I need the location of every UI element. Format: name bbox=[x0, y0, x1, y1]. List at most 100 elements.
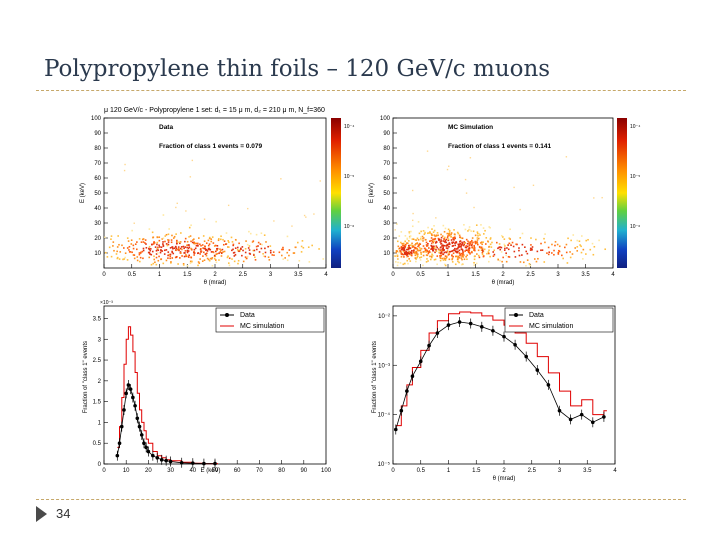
heatmap-cell bbox=[470, 241, 472, 243]
heatmap-cell bbox=[447, 228, 450, 231]
heatmap-cell bbox=[405, 242, 408, 244]
heatmap-cell bbox=[509, 228, 511, 231]
heatmap-cell bbox=[460, 237, 463, 239]
legend-data-label: Data bbox=[240, 312, 255, 319]
heatmap-cell bbox=[231, 241, 234, 243]
heatmap-cell bbox=[219, 251, 222, 253]
heatmap-cell bbox=[446, 250, 449, 252]
heatmap-cell bbox=[244, 247, 247, 250]
heatmap-cell bbox=[193, 241, 195, 244]
heatmap-cell bbox=[158, 239, 161, 242]
heatmap-cell bbox=[162, 262, 165, 265]
heatmap-cell bbox=[112, 245, 114, 247]
x-tick-label: 2.5 bbox=[528, 468, 537, 474]
heatmap-cell bbox=[519, 237, 522, 239]
heatmap-cell bbox=[441, 235, 444, 237]
heatmap-cell bbox=[192, 239, 194, 241]
heatmap-cell bbox=[145, 243, 147, 245]
heatmap-cell bbox=[465, 246, 468, 249]
heatmap-cell bbox=[167, 239, 169, 241]
heatmap-cell bbox=[252, 240, 255, 242]
heatmap-cell bbox=[190, 247, 192, 250]
heatmap-cell bbox=[554, 241, 557, 243]
heatmap-cell bbox=[462, 244, 465, 247]
heatmap-cell bbox=[530, 237, 532, 239]
heatmap-cell bbox=[286, 259, 289, 262]
heatmap-cell bbox=[215, 253, 218, 256]
heatmap-cell bbox=[209, 257, 212, 260]
heatmap-cell bbox=[460, 244, 463, 246]
heatmap-cell bbox=[262, 255, 265, 257]
heatmap-cell bbox=[465, 249, 468, 252]
heatmap-cell bbox=[537, 257, 539, 260]
y-tick-label: 70 bbox=[383, 161, 390, 167]
heatmap-cell bbox=[433, 245, 435, 248]
heatmap-cell bbox=[174, 245, 177, 248]
heatmap-cell bbox=[526, 252, 529, 255]
heatmap-cell bbox=[201, 244, 204, 246]
heatmap-cell bbox=[546, 252, 548, 254]
heatmap-cell bbox=[444, 255, 447, 257]
data-point bbox=[142, 441, 146, 446]
heatmap-cell bbox=[456, 251, 459, 254]
heatmap-cell bbox=[432, 240, 434, 243]
heatmap-cell bbox=[172, 247, 174, 250]
colorbar-tick-label: 10⁻⁶ bbox=[630, 224, 640, 230]
heatmap-cell bbox=[412, 238, 415, 241]
heatmap-cell bbox=[422, 240, 424, 242]
heatmap-cell bbox=[199, 243, 201, 246]
heatmap-cell bbox=[124, 163, 126, 166]
heatmap-cell bbox=[435, 241, 438, 243]
heatmap-cell bbox=[434, 246, 437, 249]
heatmap-cell bbox=[133, 254, 136, 256]
heatmap-cell bbox=[123, 258, 126, 260]
heatmap-cell bbox=[110, 238, 112, 240]
heatmap-cell bbox=[440, 239, 442, 241]
heatmap-cell bbox=[164, 235, 167, 237]
heatmap-cell bbox=[214, 259, 217, 261]
data-point bbox=[168, 459, 173, 464]
heatmap-cell bbox=[220, 255, 223, 257]
heatmap-cell bbox=[489, 226, 491, 229]
heatmap-cell bbox=[202, 255, 204, 257]
heatmap-cell bbox=[302, 246, 305, 249]
heatmap-cell bbox=[311, 244, 313, 247]
heatmap-cell bbox=[448, 245, 450, 248]
heatmap-cell bbox=[179, 257, 181, 259]
data-2d-label: Data bbox=[159, 124, 173, 131]
y-tick-label: 10⁻⁵ bbox=[378, 461, 391, 468]
heatmap-cell bbox=[451, 254, 453, 257]
heatmap-cell bbox=[428, 240, 431, 243]
heatmap-cell bbox=[565, 243, 568, 246]
mc-series-line bbox=[117, 326, 218, 465]
heatmap-cell bbox=[171, 257, 174, 259]
heatmap-cell bbox=[426, 244, 429, 247]
heatmap-cell bbox=[480, 247, 483, 249]
heatmap-cell bbox=[430, 237, 433, 239]
data-point bbox=[164, 458, 168, 463]
heatmap-cell bbox=[558, 245, 561, 248]
heatmap-cell bbox=[455, 255, 458, 258]
heatmap-cell bbox=[589, 248, 592, 251]
mc-2d-panel: 0 0.5 1 1.5 2 2.5 3 3.5 4 θ (mrad) 10 20 30 40 50 60 70 8… bbox=[369, 116, 640, 286]
y-axis-label: Fraction of "class 1" events bbox=[83, 341, 89, 413]
heatmap-cell bbox=[477, 243, 479, 246]
heatmap-cell bbox=[469, 253, 471, 255]
y-tick-label: 20 bbox=[94, 236, 101, 242]
heatmap-cell bbox=[400, 241, 402, 244]
heatmap-cell bbox=[407, 252, 410, 255]
heatmap-cell bbox=[509, 242, 512, 245]
heatmap-cell bbox=[136, 248, 138, 251]
data-series-line bbox=[116, 383, 215, 464]
x-tick-label: 3 bbox=[556, 272, 560, 278]
heatmap-cell bbox=[408, 244, 410, 247]
data-point bbox=[435, 331, 440, 335]
heatmap-cell bbox=[184, 237, 187, 240]
x-tick-label: 90 bbox=[300, 468, 307, 474]
heatmap-cell bbox=[167, 241, 170, 243]
heatmap-cell bbox=[234, 238, 237, 241]
heatmap-cell bbox=[414, 254, 417, 257]
x-tick-label: 1 bbox=[446, 272, 450, 278]
heatmap-cell bbox=[175, 206, 177, 209]
heatmap-cell bbox=[170, 262, 172, 264]
